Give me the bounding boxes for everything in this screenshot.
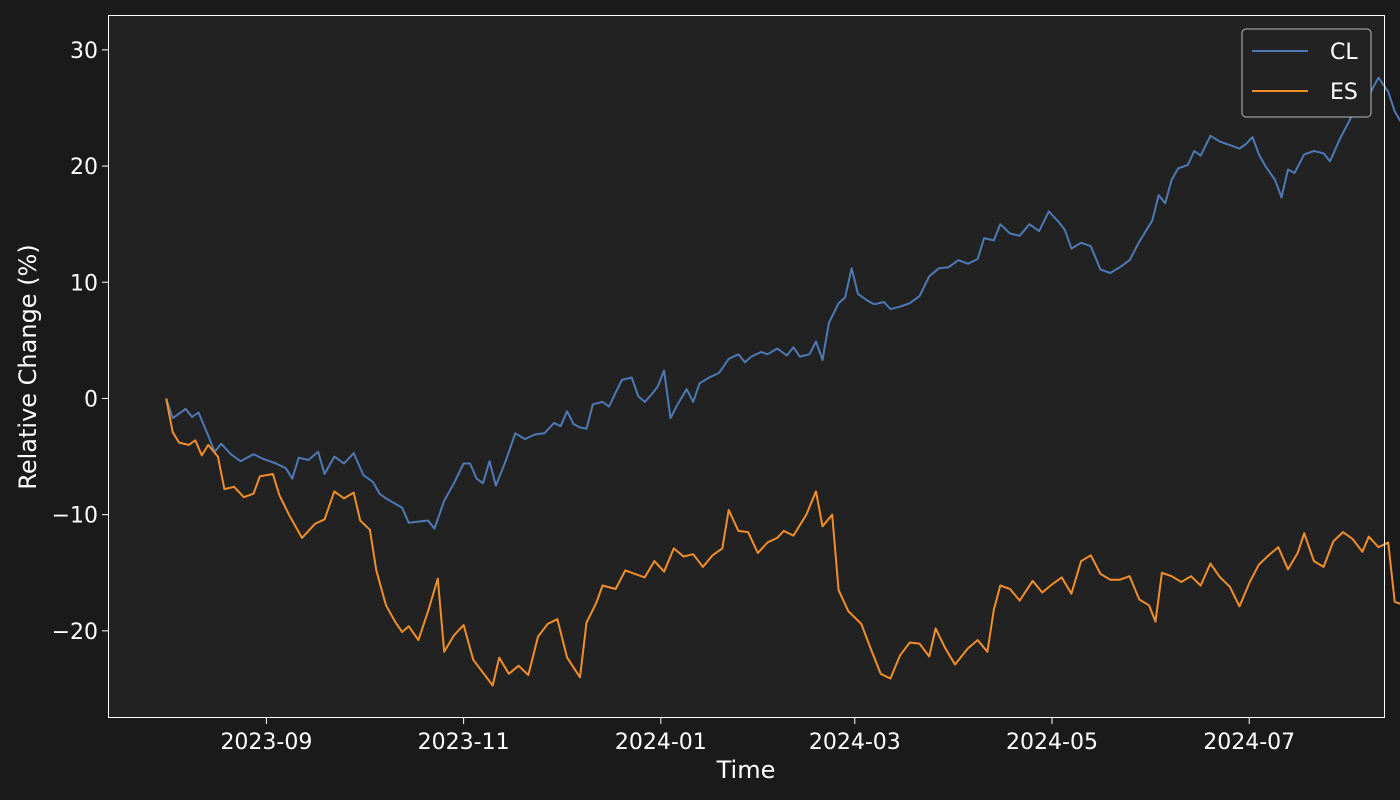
y-axis: 30 20 10 0 −10 −20 [52,39,108,645]
series-line-es [165,398,1400,687]
y-tick-label: 0 [84,387,98,412]
x-tick-label: 2023-11 [418,730,510,755]
x-tick-label: 2024-03 [809,730,901,755]
x-tick-label: 2024-07 [1203,730,1295,755]
y-tick-label: −10 [52,504,98,529]
x-tick-label: 2024-05 [1006,730,1098,755]
y-tick-label: 20 [70,155,98,180]
x-tick-label: 2023-09 [220,730,312,755]
legend-label-cl: CL [1330,40,1358,65]
plot-frame [108,15,1385,718]
series-layer [165,76,1400,687]
y-axis-title: Relative Change (%) [14,244,42,489]
y-tick-label: 10 [70,271,98,296]
x-axis: 2023-09 2023-11 2024-01 2024-03 2024-05 2024-… [220,718,1295,755]
y-tick-label: −20 [52,620,98,645]
x-tick-label: 2024-01 [615,730,707,755]
x-axis-title: Time [716,756,776,784]
legend-label-es: ES [1330,80,1358,105]
series-line-cl [165,76,1400,530]
y-tick-label: 30 [70,39,98,64]
plot-area [108,15,1385,718]
legend: CL ES [1241,28,1372,118]
